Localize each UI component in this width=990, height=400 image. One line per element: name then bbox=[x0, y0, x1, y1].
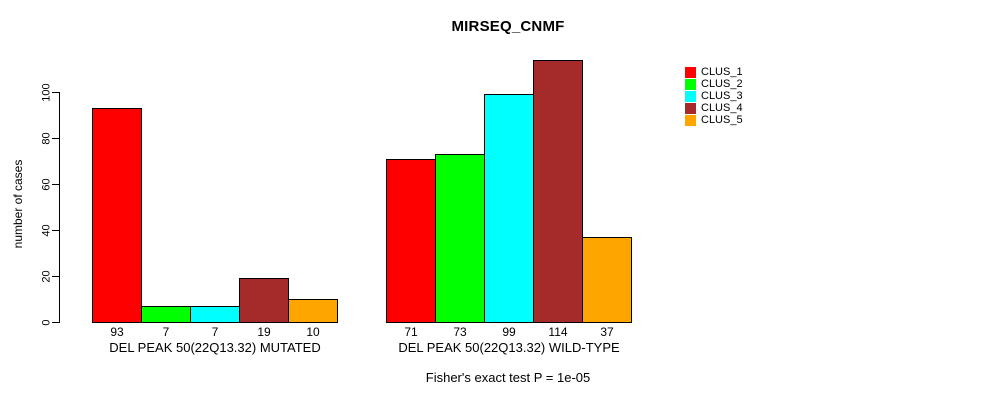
y-tick bbox=[52, 184, 60, 185]
value-label: 71 bbox=[404, 325, 418, 339]
bar-clus_4-group2 bbox=[533, 60, 583, 323]
y-axis-label: number of cases bbox=[11, 159, 25, 249]
value-label: 10 bbox=[306, 325, 320, 339]
chart-title: MIRSEQ_CNMF bbox=[451, 18, 565, 35]
value-label: 7 bbox=[211, 325, 219, 339]
y-tick bbox=[52, 138, 60, 139]
fisher-test-annotation: Fisher's exact test P = 1e-05 bbox=[425, 370, 591, 385]
legend-label-clus_2: CLUS_2 bbox=[701, 78, 743, 90]
bar-clus_3-group1 bbox=[190, 306, 240, 323]
y-tick-label: 80 bbox=[40, 132, 53, 145]
value-label: 7 bbox=[162, 325, 170, 339]
bar-clus_4-group1 bbox=[239, 278, 289, 323]
legend-label-clus_4: CLUS_4 bbox=[701, 102, 743, 114]
legend-swatch-clus_2 bbox=[685, 79, 696, 90]
legend-swatch-clus_5 bbox=[685, 115, 696, 126]
bar-clus_5-group1 bbox=[288, 299, 338, 323]
value-label: 37 bbox=[600, 325, 614, 339]
bar-clus_3-group2 bbox=[484, 94, 534, 323]
value-label: 19 bbox=[257, 325, 271, 339]
y-tick bbox=[52, 230, 60, 231]
y-axis-line bbox=[59, 92, 60, 323]
legend-swatch-clus_1 bbox=[685, 67, 696, 78]
y-tick-label: 20 bbox=[40, 270, 53, 283]
bar-clus_1-group2 bbox=[386, 159, 436, 323]
bar-clus_2-group2 bbox=[435, 154, 485, 323]
bar-clus_2-group1 bbox=[141, 306, 191, 323]
y-tick bbox=[52, 322, 60, 323]
y-tick-label: 100 bbox=[40, 83, 53, 102]
bar-clus_1-group1 bbox=[92, 108, 142, 323]
group-label-mutated: DEL PEAK 50(22Q13.32) MUTATED bbox=[109, 340, 321, 355]
y-tick bbox=[52, 276, 60, 277]
legend-swatch-clus_3 bbox=[685, 91, 696, 102]
value-label: 114 bbox=[548, 325, 568, 339]
legend-label-clus_1: CLUS_1 bbox=[701, 66, 743, 78]
y-tick-label: 40 bbox=[40, 224, 53, 237]
group-label-wild-type: DEL PEAK 50(22Q13.32) WILD-TYPE bbox=[398, 340, 620, 355]
legend-label-clus_5: CLUS_5 bbox=[701, 114, 743, 126]
value-label: 99 bbox=[502, 325, 516, 339]
y-tick bbox=[52, 92, 60, 93]
legend-swatch-clus_4 bbox=[685, 103, 696, 114]
value-label: 93 bbox=[110, 325, 124, 339]
value-label: 73 bbox=[453, 325, 467, 339]
y-tick-label: 60 bbox=[40, 178, 53, 191]
bar-clus_5-group2 bbox=[582, 237, 632, 323]
legend-label-clus_3: CLUS_3 bbox=[701, 90, 743, 102]
y-tick-label: 0 bbox=[40, 319, 53, 326]
